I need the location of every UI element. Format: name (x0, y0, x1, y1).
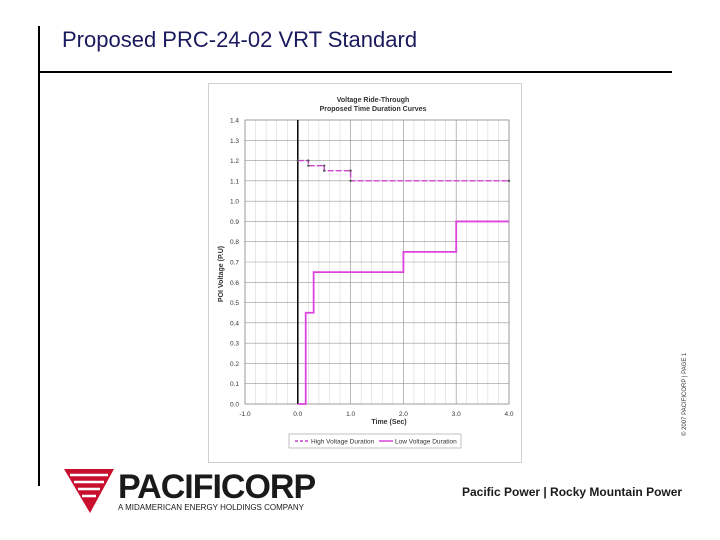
legend-low-label: Low Voltage Duration (395, 439, 457, 446)
y-tick-label: 0.2 (230, 361, 239, 368)
grid (244, 119, 510, 405)
y-axis-label: POI Voltage (P.U) (218, 246, 225, 302)
high-voltage-point (349, 169, 352, 172)
y-tick-label: 0.3 (230, 341, 239, 348)
y-tick-label: 1.4 (230, 118, 239, 125)
legend-box (288, 433, 462, 449)
x-tick-label: -1.0 (239, 411, 251, 418)
series (296, 120, 511, 405)
logo-wordmark: PACIFICORP (118, 468, 316, 506)
y-tick-label: 1.1 (230, 178, 239, 185)
x-tick-label: 1.0 (346, 411, 355, 418)
y-tick-label: 0.1 (230, 381, 239, 388)
chart-subtitle: Proposed Time Duration Curves (320, 106, 427, 113)
y-tick-label: 1.0 (230, 199, 239, 206)
chart-title: Voltage Ride-Through (337, 97, 410, 104)
y-tick-label: 0.5 (230, 300, 239, 307)
tick-labels: 0.0 0.1 0.2 0.3 0.4 0.5 0.6 0.7 0.8 0.9 1.0 1.1 1.2 1… (230, 118, 514, 419)
y-tick-label: 1.2 (230, 158, 239, 165)
high-voltage-point (323, 164, 326, 167)
high-voltage-point (507, 179, 511, 183)
logo-subtitle: A MIDAMERICAN ENERGY HOLDINGS COMPANY (118, 503, 304, 512)
high-voltage-point (323, 169, 326, 172)
brands-text: Pacific Power | Rocky Mountain Power (462, 485, 683, 499)
y-tick-label: 0.9 (230, 219, 239, 226)
low-voltage-duration-line (297, 220, 509, 405)
copyright-vertical: © 2007 PACIFICORP | PAGE 1 (682, 352, 688, 436)
high-voltage-point (349, 179, 352, 183)
left-rule (38, 26, 40, 486)
y-tick-label: 0.0 (230, 402, 239, 409)
y-tick-label: 0.8 (230, 239, 239, 246)
page-title: Proposed PRC-24-02 VRT Standard (62, 27, 418, 52)
x-tick-label: 4.0 (504, 411, 513, 418)
chart-frame: 0.0 0.1 0.2 0.3 0.4 0.5 0.6 0.7 0.8 0.9 1.0 1.1 1.2 1… (208, 83, 522, 463)
x-tick-label: 2.0 (399, 411, 408, 418)
y-tick-label: 0.7 (230, 260, 239, 267)
x-tick-label: 0.0 (293, 411, 302, 418)
high-voltage-point (296, 159, 299, 162)
legend-high-label: High Voltage Duration (311, 439, 375, 446)
pacificorp-logo-icon (64, 469, 114, 513)
high-voltage-point (307, 159, 310, 162)
legend: High Voltage Duration Low Voltage Durati… (288, 433, 462, 449)
y-tick-label: 0.6 (230, 280, 239, 287)
x-tick-label: 3.0 (452, 411, 461, 418)
y-tick-label: 0.4 (230, 320, 239, 327)
voltage-ride-through-chart: 0.0 0.1 0.2 0.3 0.4 0.5 0.6 0.7 0.8 0.9 1.0 1.1 1.2 1… (218, 97, 514, 449)
high-voltage-point (307, 164, 310, 167)
y-tick-label: 1.3 (230, 138, 239, 145)
title-underline (38, 71, 672, 73)
x-axis-label: Time (Sec) (371, 419, 406, 426)
